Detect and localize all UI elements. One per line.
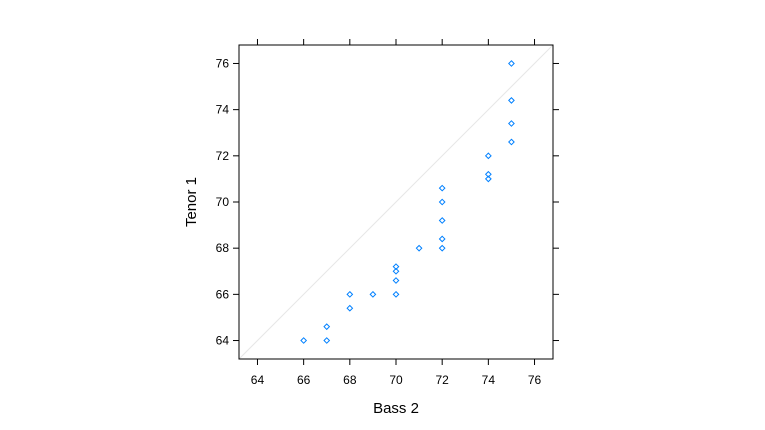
data-point — [438, 184, 446, 192]
data-point — [415, 244, 423, 252]
y-tick-label: 64 — [216, 334, 230, 348]
y-tick-label: 68 — [216, 241, 230, 255]
y-tick-label: 76 — [216, 56, 230, 70]
x-tick-label: 70 — [389, 373, 403, 387]
y-tick-label: 70 — [216, 195, 230, 209]
data-point — [508, 97, 515, 104]
data-point — [392, 267, 400, 275]
data-point — [392, 263, 400, 271]
reference-line-y-equals-x — [238, 44, 554, 360]
data-point — [508, 60, 515, 67]
data-point — [392, 277, 400, 284]
data-point — [484, 152, 492, 160]
x-tick-label: 64 — [251, 373, 265, 387]
data-point — [346, 290, 354, 298]
data-point — [392, 290, 400, 298]
data-point — [484, 170, 492, 178]
y-tick-label: 66 — [216, 287, 230, 301]
data-point — [300, 337, 308, 344]
x-tick-label: 74 — [482, 373, 496, 387]
x-tick-label: 68 — [343, 373, 357, 387]
x-tick-label: 72 — [435, 373, 449, 387]
data-point — [323, 337, 331, 344]
data-point — [484, 175, 492, 183]
x-tick-label: 76 — [528, 373, 542, 387]
data-point — [508, 138, 515, 146]
data-points — [300, 60, 515, 344]
data-point — [508, 120, 515, 127]
y-tick-label: 74 — [216, 103, 230, 117]
data-point — [438, 235, 446, 243]
data-point — [438, 244, 446, 252]
x-axis-ticks: 64 66 68 70 72 74 76 — [251, 39, 542, 387]
y-axis-ticks: 64 66 68 70 72 74 76 — [216, 56, 559, 348]
data-point — [438, 198, 446, 206]
y-axis-title: Tenor 1 — [183, 177, 200, 227]
x-tick-label: 66 — [297, 373, 311, 387]
data-point — [438, 217, 446, 224]
data-point — [346, 304, 354, 312]
data-point — [323, 323, 331, 331]
x-axis-title: Bass 2 — [373, 400, 419, 417]
y-tick-label: 72 — [216, 149, 230, 163]
data-point — [369, 290, 377, 298]
